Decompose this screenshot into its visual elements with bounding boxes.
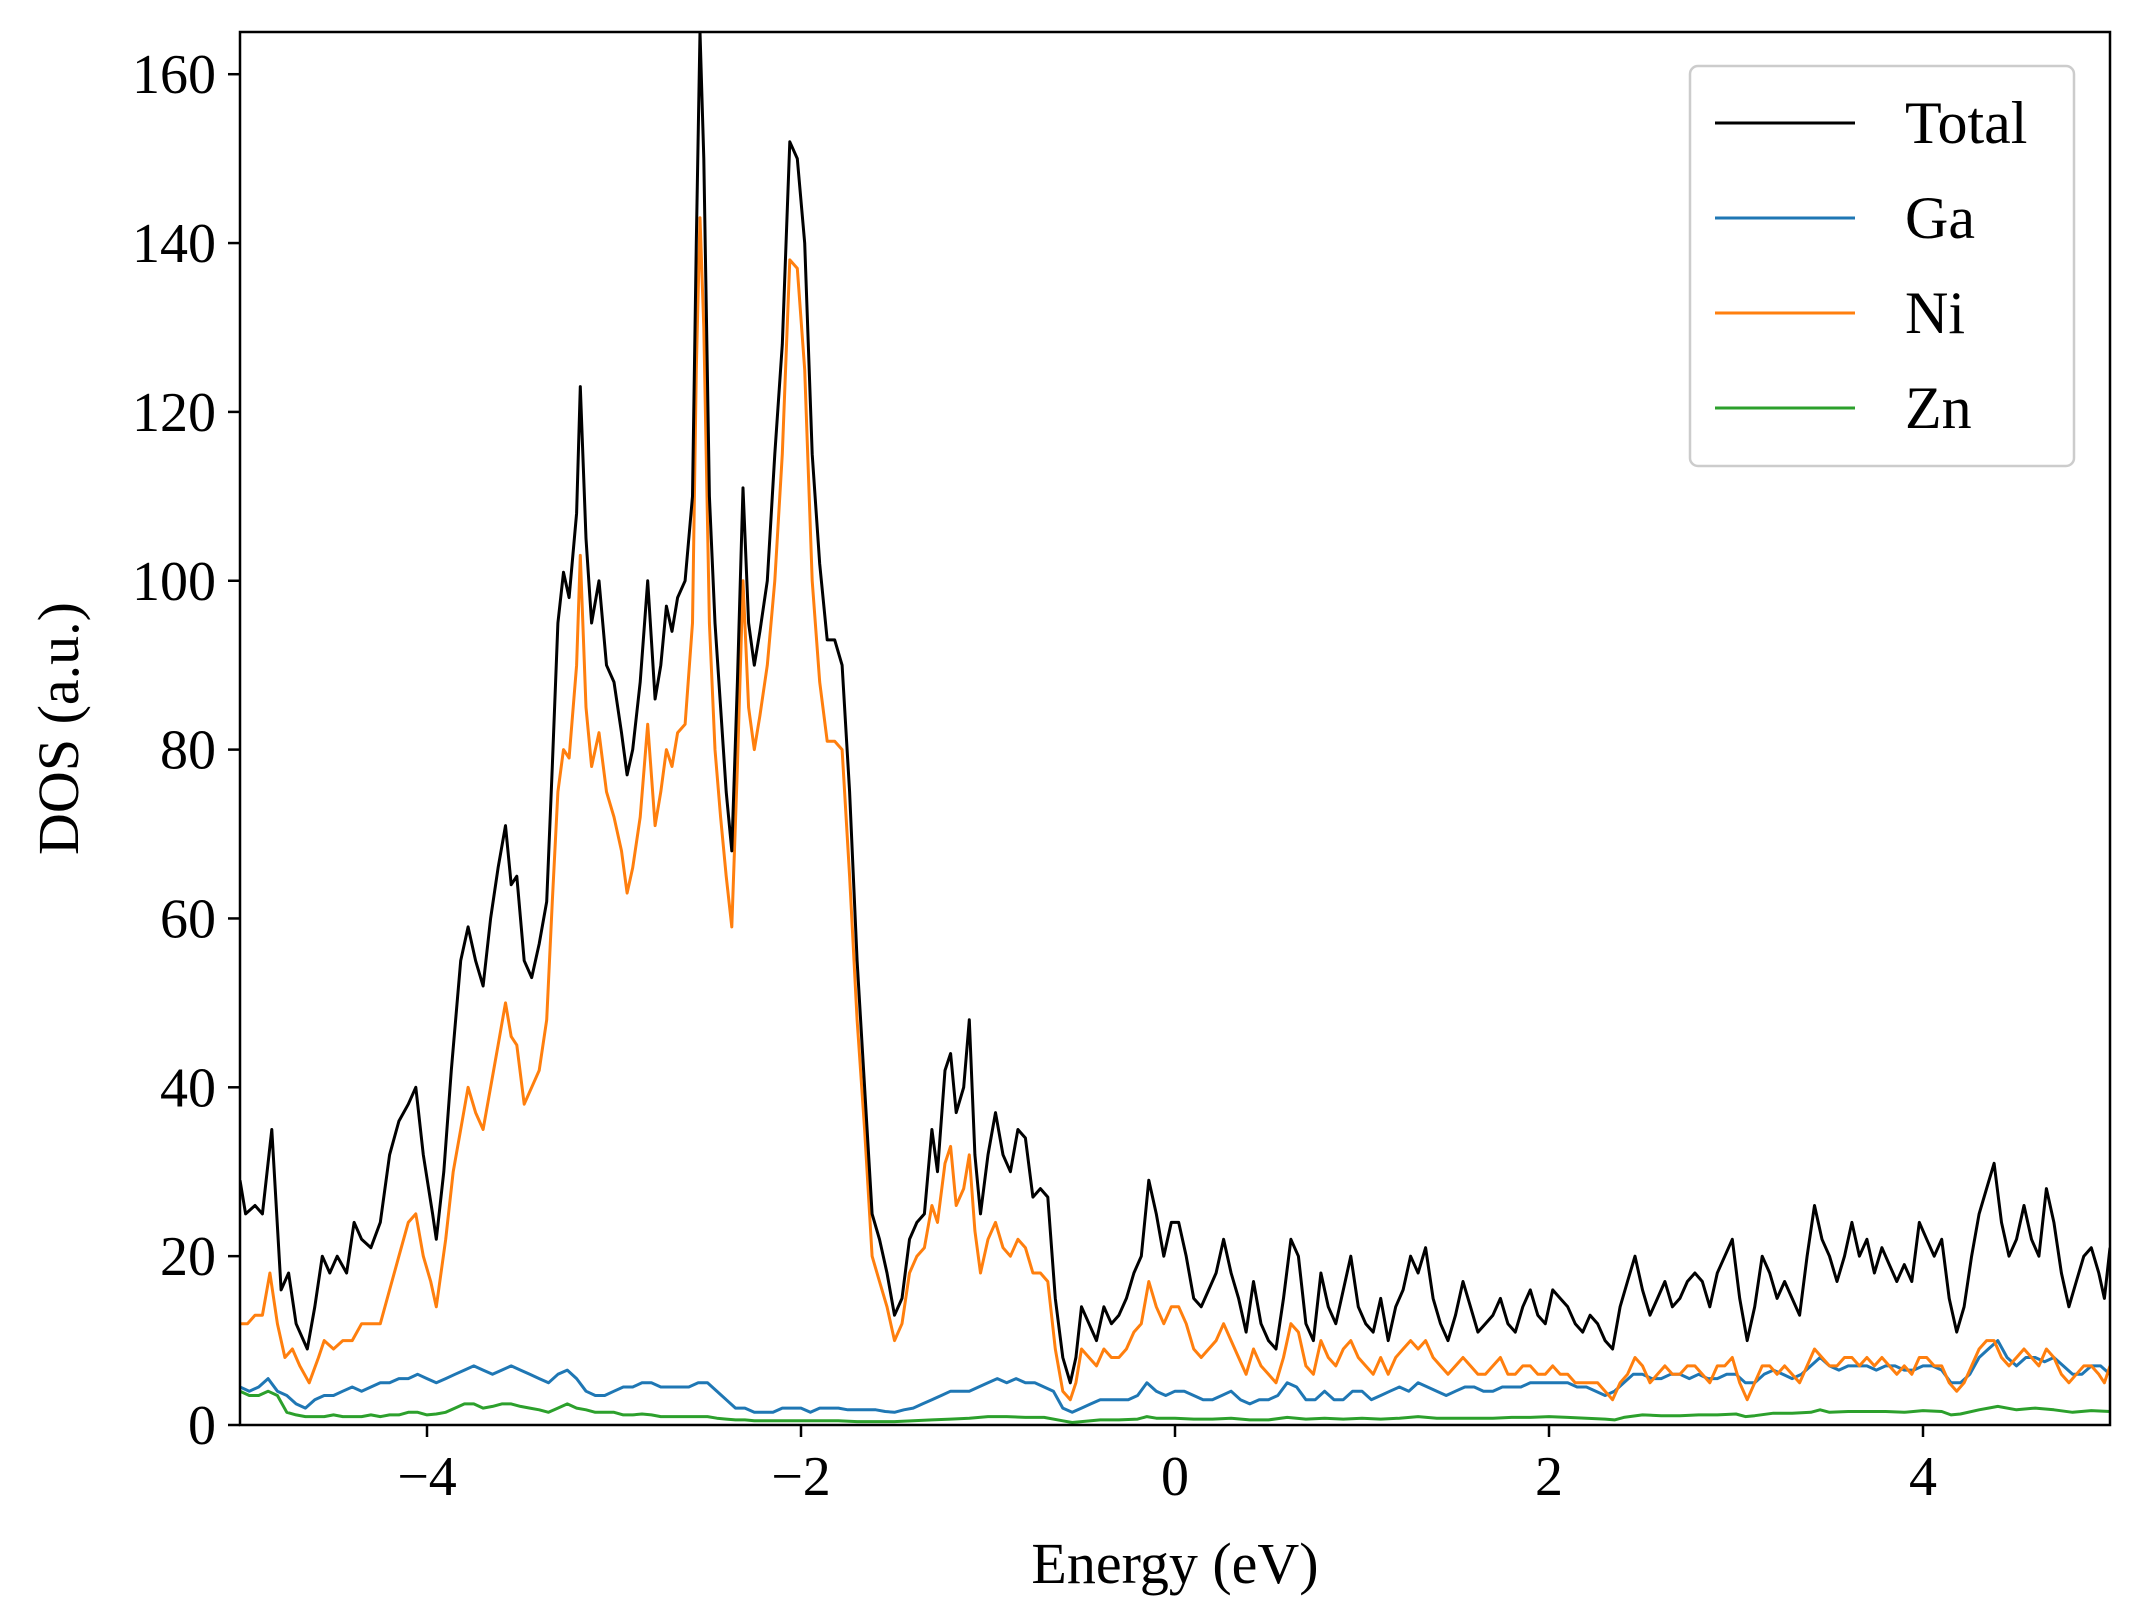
y-axis-ticks: 0 20 40 60 80 100 120 140 160 (132, 44, 240, 1457)
y-axis-label: DOS (a.u.) (26, 602, 91, 855)
x-tick-label: −4 (397, 1446, 457, 1508)
y-tick-label: 120 (132, 382, 216, 444)
series-line-ni (240, 216, 2110, 1402)
legend-label-ga: Ga (1905, 185, 1975, 251)
plot-frame (238, 30, 2112, 1427)
x-tick-label: 0 (1161, 1446, 1189, 1508)
y-tick-label: 0 (188, 1395, 216, 1457)
legend-label-ni: Ni (1905, 280, 1965, 346)
x-axis-label: Energy (eV) (1031, 1531, 1318, 1596)
plot-area (240, 32, 2110, 1424)
y-tick-label: 20 (160, 1226, 216, 1288)
x-tick-label: 4 (1909, 1446, 1937, 1508)
series-line-zn (240, 1389, 2110, 1424)
y-tick-label: 160 (132, 44, 216, 106)
legend-box (1688, 64, 2076, 468)
x-tick-label: −2 (771, 1446, 831, 1508)
y-tick-label: 80 (160, 720, 216, 782)
legend-label-total: Total (1905, 90, 2027, 156)
series-line-ga (240, 1339, 2110, 1414)
x-tick-label: 2 (1535, 1446, 1563, 1508)
series-line-total (240, 32, 2110, 1385)
y-tick-label: 140 (132, 213, 216, 275)
legend-label-zn: Zn (1905, 375, 1972, 441)
y-tick-label: 100 (132, 551, 216, 613)
x-axis-ticks: −4 −2 0 2 4 (397, 1425, 1937, 1508)
legend: Total Ga Ni Zn (1688, 64, 2076, 468)
y-tick-label: 60 (160, 888, 216, 950)
y-tick-label: 40 (160, 1057, 216, 1119)
